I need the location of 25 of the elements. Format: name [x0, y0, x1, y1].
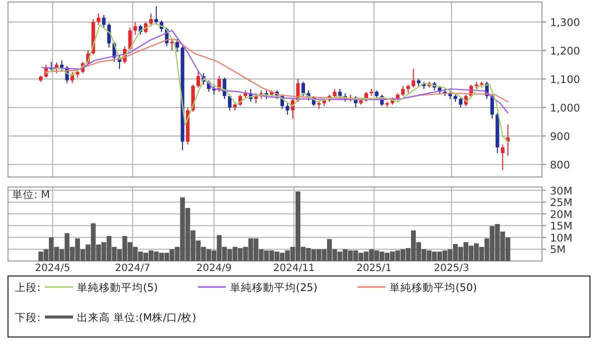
- legend-label: 出来高 単位:(M株/口/枚): [77, 311, 196, 324]
- legend-title: 下段:: [15, 312, 41, 324]
- legend-label: 単純移動平均(5): [77, 282, 158, 294]
- legend-label: 単純移動平均(50): [389, 282, 477, 294]
- x-tick-label: 2024/11: [273, 263, 315, 274]
- annotation: 単位: M: [12, 189, 50, 201]
- x-tick-label: 2024/7: [115, 263, 150, 274]
- y-tick-label: 1,200: [550, 45, 580, 58]
- y-tick-label: 900: [550, 130, 570, 143]
- y-tick-label: 5M: [550, 244, 566, 256]
- x-tick-label: 2024/5: [35, 263, 70, 274]
- y-tick-label: 1,300: [550, 16, 580, 29]
- y-tick-label: 1,000: [550, 102, 580, 114]
- y-tick-label: 30M: [550, 185, 572, 198]
- y-tick-label: 800: [550, 159, 570, 172]
- legend-label: 単純移動平均(25): [230, 282, 318, 294]
- y-tick-label: 10M: [550, 232, 572, 244]
- legend-title: 上段:: [15, 281, 41, 294]
- y-tick-label: 25M: [550, 197, 572, 210]
- y-tick-label: 1,100: [550, 74, 580, 86]
- y-tick-label: 20M: [550, 208, 572, 221]
- x-tick-label: 2025/3: [434, 263, 470, 274]
- y-tick-label: 15M: [550, 220, 572, 233]
- x-tick-label: 2024/9: [196, 263, 232, 274]
- x-tick-label: 2025/1: [356, 263, 392, 274]
